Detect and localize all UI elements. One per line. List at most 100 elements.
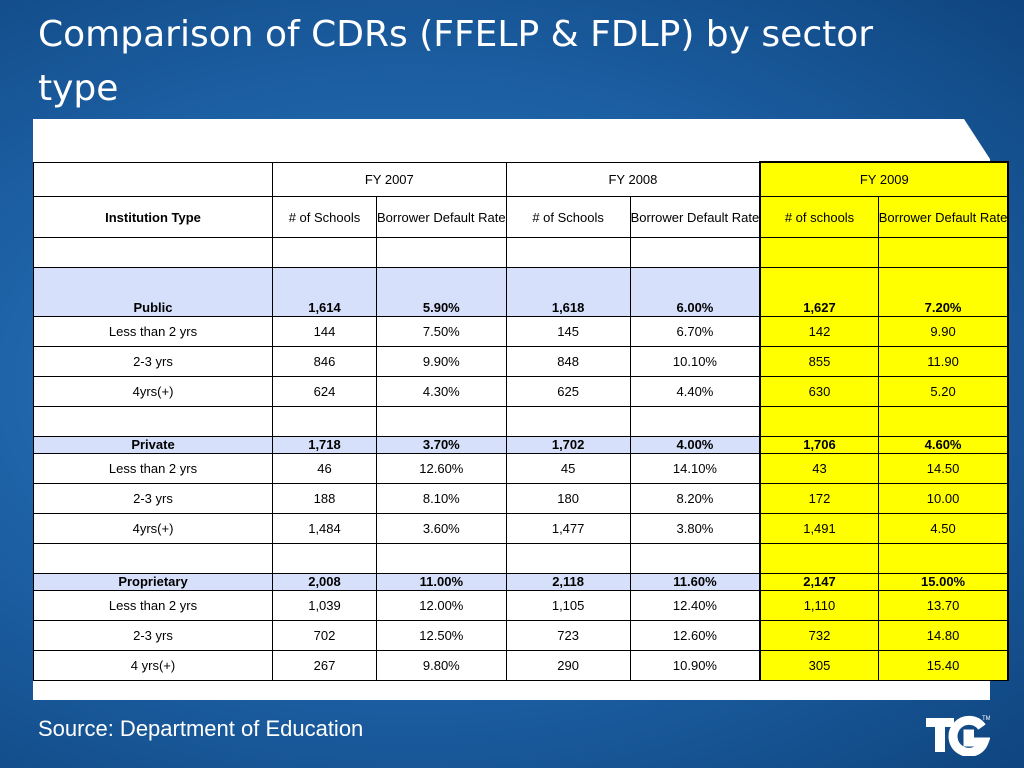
cell-schools-2008: 1,105	[505, 590, 631, 621]
cell-schools-2009: 630	[759, 376, 879, 407]
cell-rate-2009: 14.50	[877, 453, 1010, 484]
cell-rate-2008: 12.40%	[629, 590, 761, 621]
cell-rate-2007: 5.90%	[376, 267, 507, 317]
svg-text:TM: TM	[982, 716, 990, 722]
cell-rate-2009: 14.80	[877, 620, 1010, 651]
cell-rate-2007: 12.50%	[376, 620, 507, 651]
cell-schools-2007: 2,008	[272, 573, 377, 591]
cell-rate-2007: 12.60%	[376, 453, 507, 484]
cell-schools-2009: 305	[759, 650, 879, 681]
cell-rate-2009: 15.40	[877, 650, 1010, 681]
row-label: 4yrs(+)	[33, 376, 273, 407]
cell-schools-2008: 290	[505, 650, 631, 681]
row-label: 2-3 yrs	[33, 483, 273, 514]
cell-schools-2008: 180	[505, 483, 631, 514]
cell-rate-2008: 10.90%	[629, 650, 761, 681]
cell-schools-2007	[272, 406, 377, 437]
row-label: 2-3 yrs	[33, 620, 273, 651]
cell-schools-2008: 2,118	[505, 573, 631, 591]
year-header-fy2007: FY 2007	[272, 161, 507, 197]
subheader-rate-2009: Borrower Default Rate	[877, 196, 1010, 238]
section-row-public: Public 1,614 5.90% 1,618 6.00% 1,627 7.20%	[33, 267, 1010, 317]
cell-schools-2007: 846	[272, 346, 377, 377]
table-row: 2-3 yrs 702 12.50% 723 12.60% 732 14.80	[33, 620, 1010, 651]
cell-schools-2007: 188	[272, 483, 377, 514]
cell-schools-2009: 855	[759, 346, 879, 377]
row-label: 4yrs(+)	[33, 513, 273, 544]
cell-rate-2009	[877, 406, 1010, 437]
cell-rate-2008: 4.40%	[629, 376, 761, 407]
cell-rate-2008: 6.00%	[629, 267, 761, 317]
table-row: 4yrs(+) 1,484 3.60% 1,477 3.80% 1,491 4.50	[33, 513, 1010, 544]
cell-schools-2008	[505, 406, 631, 437]
tg-logo-icon: TM	[926, 715, 990, 756]
cell-rate-2009	[877, 543, 1010, 574]
cell-schools-2007: 267	[272, 650, 377, 681]
source-note: Source: Department of Education	[38, 716, 364, 741]
cell-rate-2009: 13.70	[877, 590, 1010, 621]
cell-schools-2009: 1,491	[759, 513, 879, 544]
cell-rate-2009: 7.20%	[877, 267, 1010, 317]
cell-rate-2009: 10.00	[877, 483, 1010, 514]
cell-rate-2007: 3.70%	[376, 436, 507, 454]
cell-rate-2008: 10.10%	[629, 346, 761, 377]
table-row: 2-3 yrs 846 9.90% 848 10.10% 855 11.90	[33, 346, 1010, 377]
cell-rate-2008: 6.70%	[629, 316, 761, 347]
cell-rate-2008: 12.60%	[629, 620, 761, 651]
cell-rate-2007: 3.60%	[376, 513, 507, 544]
slide-title: Comparison of CDRs (FFELP & FDLP) by sec…	[38, 14, 874, 109]
cell-schools-2008: 1,477	[505, 513, 631, 544]
cell-schools-2009: 172	[759, 483, 879, 514]
row-label: Private	[33, 436, 273, 454]
cell-schools-2009: 1,627	[759, 267, 879, 317]
cell-schools-2007: 624	[272, 376, 377, 407]
cell-schools-2009: 43	[759, 453, 879, 484]
row-label: Proprietary	[33, 573, 273, 591]
cell-schools-2007: 1,039	[272, 590, 377, 621]
table-row: Less than 2 yrs 1,039 12.00% 1,105 12.40% 1,1…	[33, 590, 1010, 621]
cell-schools-2009	[759, 406, 879, 437]
spacer-row	[33, 406, 1010, 437]
cell-schools-2009: 1,706	[759, 436, 879, 454]
cell-schools-2009: 142	[759, 316, 879, 347]
cell-rate-2008	[629, 543, 761, 574]
cell-rate-2007	[376, 406, 507, 437]
year-header-fy2009: FY 2009	[759, 161, 1010, 197]
row-label	[33, 543, 273, 574]
cell-schools-2007: 1,718	[272, 436, 377, 454]
row-label: Public	[33, 267, 273, 317]
subheader-rate-2008: Borrower Default Rate	[629, 196, 761, 238]
cell-schools-2008: 45	[505, 453, 631, 484]
cell-rate-2009: 9.90	[877, 316, 1010, 347]
year-header-row: FY 2007 FY 2008 FY 2009	[33, 161, 1010, 197]
cell-schools-2007: 46	[272, 453, 377, 484]
subheader-row: Institution Type # of Schools Borrower D…	[33, 196, 1010, 238]
cdr-comparison-table: FY 2007 FY 2008 FY 2009 Institution Type…	[33, 161, 1010, 681]
cell-schools-2007	[272, 543, 377, 574]
row-label: 2-3 yrs	[33, 346, 273, 377]
cell-schools-2008: 848	[505, 346, 631, 377]
cell-schools-2008: 1,702	[505, 436, 631, 454]
row-label: Less than 2 yrs	[33, 590, 273, 621]
cell-schools-2007: 1,484	[272, 513, 377, 544]
cell-rate-2007: 12.00%	[376, 590, 507, 621]
cell-rate-2007: 9.90%	[376, 346, 507, 377]
cell-rate-2008: 4.00%	[629, 436, 761, 454]
section-row-private: Private 1,718 3.70% 1,702 4.00% 1,706 4.60%	[33, 436, 1010, 454]
cell-rate-2007: 8.10%	[376, 483, 507, 514]
institution-type-header: Institution Type	[33, 196, 273, 238]
row-label	[33, 406, 273, 437]
cell-rate-2008: 8.20%	[629, 483, 761, 514]
subheader-schools-2007: # of Schools	[272, 196, 377, 238]
subheader-schools-2008: # of Schools	[505, 196, 631, 238]
cell-rate-2007	[376, 543, 507, 574]
cell-rate-2007: 9.80%	[376, 650, 507, 681]
cell-rate-2009: 4.50	[877, 513, 1010, 544]
subheader-rate-2007: Borrower Default Rate	[376, 196, 507, 238]
cell-rate-2009: 4.60%	[877, 436, 1010, 454]
table-row: Less than 2 yrs 144 7.50% 145 6.70% 142 9.90	[33, 316, 1010, 347]
row-label: Less than 2 yrs	[33, 316, 273, 347]
spacer-row	[33, 237, 1010, 268]
cell-rate-2009: 5.20	[877, 376, 1010, 407]
cell-schools-2008: 723	[505, 620, 631, 651]
